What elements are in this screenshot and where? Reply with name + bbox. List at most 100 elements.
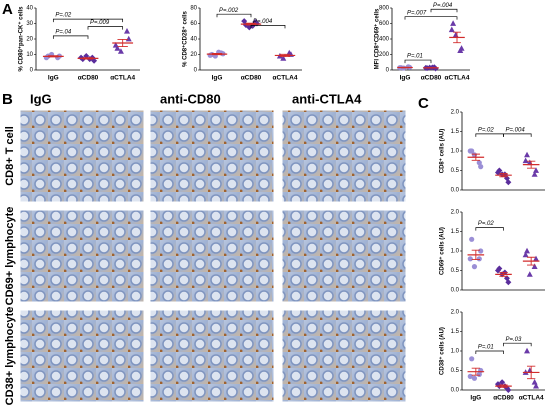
p-value: P=.004: [433, 3, 453, 9]
micrograph: [149, 309, 275, 403]
p-value: P=.01: [407, 54, 423, 60]
y-tick-label: 40: [190, 37, 197, 43]
data-point: [476, 371, 482, 377]
significance-bracket: [52, 35, 89, 39]
significance-bracket: [503, 133, 532, 137]
x-tick-label: αCTLA4: [110, 75, 135, 82]
panel-label: B: [2, 91, 13, 108]
error-bar: [471, 249, 480, 261]
error-bar: [211, 53, 223, 56]
data-point: [253, 20, 260, 27]
error-bar: [499, 384, 508, 388]
y-tick-label: 80: [190, 6, 197, 12]
data-point: [533, 255, 540, 262]
significance-bracket: [503, 342, 532, 347]
error-bar: [499, 173, 508, 178]
y-tick-label: 0: [30, 68, 34, 74]
data-point: [476, 256, 482, 262]
y-tick-label: 400: [379, 37, 390, 43]
error-bar: [453, 31, 461, 44]
error-bar: [527, 256, 536, 266]
data-point: [505, 279, 512, 286]
x-tick-label: αCTLA4: [273, 75, 298, 82]
error-bar: [82, 57, 94, 60]
y-tick-label: 30: [26, 21, 33, 27]
x-tick-label: αCD80: [78, 75, 99, 82]
y-tick-label: 0.0: [451, 388, 460, 394]
significance-bracket: [87, 26, 124, 30]
row-label: CD69+ lymphocyte: [4, 207, 16, 306]
x-tick-label: αCD80: [493, 395, 514, 402]
column-label: IgG: [30, 91, 52, 106]
y-tick-label: 0: [386, 68, 390, 74]
significance-bracket: [216, 13, 252, 18]
y-tick-label: 1.5: [451, 229, 460, 235]
x-tick-label: IgG: [470, 395, 481, 402]
panel-label: A: [2, 1, 13, 18]
p-value: P=.004: [253, 19, 273, 25]
row-label: CD38+ lymphocyte: [4, 307, 16, 406]
x-tick-label: αCD80: [241, 75, 262, 82]
data-point: [478, 248, 484, 254]
data-point: [478, 164, 484, 170]
y-tick-label: 0.0: [451, 288, 460, 294]
error-bar: [48, 55, 59, 58]
y-tick-label: 2.0: [451, 310, 460, 316]
data-point: [505, 179, 512, 186]
p-value: P=.004: [506, 127, 526, 133]
y-tick-label: 1.0: [451, 149, 460, 155]
data-point: [448, 26, 455, 33]
error-bar: [499, 272, 508, 277]
x-tick-label: αCD80: [421, 75, 442, 82]
column-label: anti-CD80: [160, 91, 221, 106]
y-tick-label: 1.0: [451, 349, 460, 355]
panel-label: C: [418, 95, 429, 112]
y-tick-label: 10: [26, 52, 33, 58]
micrograph: [281, 309, 407, 403]
data-point: [125, 35, 132, 42]
data-point: [471, 264, 478, 270]
data-point: [467, 256, 473, 262]
error-bar: [471, 153, 480, 161]
data-point: [524, 347, 531, 354]
y-tick-label: 0.5: [451, 268, 460, 274]
data-point: [522, 157, 529, 164]
data-point: [505, 387, 512, 393]
data-point: [469, 236, 475, 242]
data-point: [467, 373, 473, 379]
y-tick-label: 1.5: [451, 329, 460, 335]
x-tick-label: αCTLA4: [519, 395, 544, 402]
row-label: CD8+ T cell: [4, 126, 16, 186]
x-tick-label: αCTLA4: [445, 75, 470, 82]
p-value: P=.002: [219, 8, 239, 14]
data-point: [471, 375, 478, 381]
data-point: [112, 42, 119, 48]
y-tick-label: 20: [190, 52, 197, 58]
data-point: [117, 48, 124, 54]
p-value: P=.007: [407, 10, 427, 16]
micrograph: [19, 309, 145, 403]
x-tick-label: IgG: [400, 75, 411, 82]
data-point: [467, 148, 473, 154]
y-axis-label: % CD8⁺CD28⁺ cells: [182, 10, 189, 66]
p-value: P=.02: [478, 127, 495, 133]
data-point: [458, 45, 465, 51]
data-point: [280, 55, 287, 61]
y-tick-label: 20: [26, 37, 33, 43]
error-bar: [117, 39, 128, 48]
data-point: [531, 171, 538, 177]
data-point: [524, 151, 531, 158]
p-value: P=.02: [55, 13, 72, 19]
error-bar: [471, 367, 480, 376]
data-point: [124, 28, 130, 34]
y-axis-label: CD38⁺ cells (AU): [439, 327, 446, 375]
data-point: [526, 271, 533, 277]
data-point: [476, 160, 482, 166]
x-tick-label: IgG: [48, 75, 59, 82]
y-axis-label: % CD80⁺pan-CK⁺ cells: [18, 6, 25, 72]
data-point: [531, 263, 538, 269]
y-tick-label: 800: [379, 6, 390, 12]
y-axis-label: MFI CD8⁺CD69⁺ cells: [374, 8, 381, 69]
column-label: anti-CTLA4: [292, 91, 362, 106]
